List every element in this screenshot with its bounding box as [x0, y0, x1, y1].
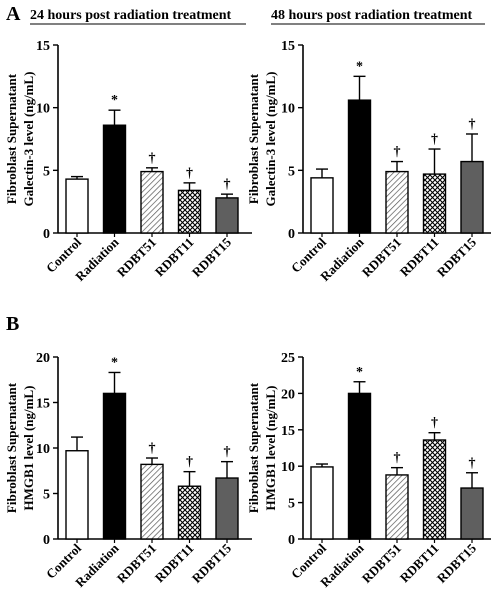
x-tick-label: RDBT51 — [114, 541, 159, 586]
significance-star: * — [356, 59, 363, 74]
y-axis-title-line2: HMGB1 level (ng/mL) — [263, 386, 278, 511]
x-tick-label: RDBT15 — [434, 540, 480, 586]
y-tick-label: 20 — [281, 387, 295, 402]
y-tick-label: 5 — [288, 497, 295, 512]
significance-star: * — [356, 365, 363, 380]
chart-galectin3-48h: Fibroblast Supernatant Galectin-3 level (… — [246, 39, 491, 284]
y-axis-title-line1: Fibroblast Supernatant — [246, 73, 261, 204]
y-tick-label: 10 — [36, 442, 50, 457]
y-tick-label: 15 — [36, 397, 50, 412]
bar-radiation — [102, 392, 127, 540]
chart-hmgb1-24h: Fibroblast Supernatant HMGB1 level (ng/mL… — [4, 351, 252, 590]
significance-dagger: † — [431, 132, 438, 147]
y-tick-label: 25 — [281, 351, 295, 366]
chart-hmgb1-48h: Fibroblast Supernatant HMGB1 level (ng/mL… — [246, 351, 491, 590]
significance-star: * — [111, 355, 118, 370]
significance-dagger: † — [186, 455, 193, 470]
x-tick-label: RDBT51 — [114, 235, 159, 280]
significance-dagger: † — [431, 416, 438, 431]
significance-dagger: † — [394, 451, 401, 466]
y-tick-label: 0 — [43, 533, 50, 548]
bar-rdbt11 — [422, 439, 447, 540]
x-tick-label: RDBT11 — [397, 235, 442, 280]
y-tick-label: 15 — [36, 39, 50, 54]
y-axis-title-line2: Galectin-3 level (ng/mL) — [21, 71, 36, 206]
chart-galectin3-24h: Fibroblast Supernatant Galectin-3 level (… — [4, 39, 252, 284]
y-tick-label: 5 — [288, 164, 295, 179]
y-axis-title-line1: Fibroblast Supernatant — [246, 382, 261, 513]
bar-rdbt15 — [460, 487, 484, 540]
y-tick-label: 0 — [43, 227, 50, 242]
bar-control — [65, 450, 89, 540]
bar-rdbt15 — [215, 197, 239, 234]
x-tick-label: RDBT11 — [152, 541, 197, 586]
bar-rdbt11 — [177, 189, 202, 234]
chart-title-24h: 24 hours post radiation treatment — [30, 8, 232, 23]
significance-star: * — [111, 93, 118, 108]
bar-control — [65, 178, 89, 234]
bar-radiation — [347, 99, 372, 234]
y-axis-title-line2: Galectin-3 level (ng/mL) — [263, 71, 278, 206]
y-axis-title-line1: Fibroblast Supernatant — [4, 73, 19, 204]
y-axis-title-line1: Fibroblast Supernatant — [4, 382, 19, 513]
x-tick-label: RDBT51 — [359, 541, 404, 586]
bar-rdbt51 — [140, 170, 164, 234]
bar-control — [310, 466, 334, 540]
panel-label-b: B — [6, 313, 19, 335]
y-axis-title-line2: HMGB1 level (ng/mL) — [21, 386, 36, 511]
significance-dagger: † — [469, 117, 476, 132]
bar-rdbt11 — [422, 173, 447, 234]
significance-dagger: † — [149, 151, 156, 166]
significance-dagger: † — [186, 166, 193, 181]
significance-dagger: † — [469, 456, 476, 471]
x-tick-label: RDBT51 — [359, 235, 404, 280]
y-tick-label: 10 — [281, 102, 295, 117]
y-tick-label: 5 — [43, 164, 50, 179]
significance-dagger: † — [224, 177, 231, 192]
bar-rdbt15 — [215, 477, 239, 540]
panel-label-a: A — [6, 3, 21, 25]
y-tick-label: 15 — [281, 39, 295, 54]
y-tick-label: 20 — [36, 351, 50, 366]
x-tick-label: RDBT15 — [189, 234, 235, 280]
significance-dagger: † — [224, 445, 231, 460]
bar-control — [310, 177, 334, 234]
bar-rdbt51 — [140, 463, 164, 540]
y-tick-label: 0 — [288, 533, 295, 548]
bar-rdbt51 — [385, 474, 409, 540]
significance-dagger: † — [394, 145, 401, 160]
x-tick-label: RDBT15 — [189, 540, 235, 586]
significance-dagger: † — [149, 441, 156, 456]
x-tick-label: RDBT15 — [434, 234, 480, 280]
x-tick-label: RDBT11 — [152, 235, 197, 280]
bar-rdbt11 — [177, 485, 202, 540]
bar-radiation — [347, 392, 372, 540]
y-tick-label: 15 — [281, 424, 295, 439]
y-tick-label: 10 — [281, 460, 295, 475]
y-tick-label: 0 — [288, 227, 295, 242]
bar-radiation — [102, 124, 127, 234]
bar-rdbt51 — [385, 170, 409, 234]
y-tick-label: 5 — [43, 488, 50, 503]
y-tick-label: 10 — [36, 102, 50, 117]
chart-title-48h: 48 hours post radiation treatment — [271, 8, 473, 23]
x-tick-label: RDBT11 — [397, 541, 442, 586]
bar-rdbt15 — [460, 160, 484, 234]
